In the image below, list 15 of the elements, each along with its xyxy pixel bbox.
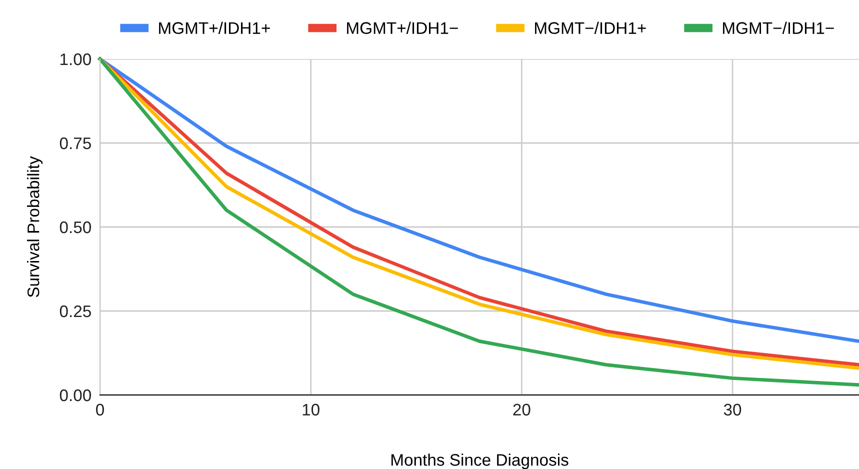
legend-label: MGMT+/IDH1− <box>347 22 458 34</box>
y-tick-label: 0.25 <box>60 305 91 318</box>
x-tick-label: 0 <box>96 404 104 416</box>
y-tick-label: 0.50 <box>60 221 92 234</box>
legend-label: MGMT−/IDH1− <box>723 22 834 34</box>
legend-label: MGMT+/IDH1+ <box>159 22 270 34</box>
y-axis-title: Survival Probability <box>27 156 43 298</box>
y-tick-label: 1.00 <box>60 53 92 66</box>
x-axis-title: Months Since Diagnosis <box>391 454 568 469</box>
x-tick-label: 20 <box>513 404 530 416</box>
y-tick-label: 0.00 <box>60 389 92 402</box>
y-tick-label: 0.75 <box>60 137 91 150</box>
x-tick-label: 30 <box>724 404 742 416</box>
x-tick-label: 10 <box>302 404 320 416</box>
legend-label: MGMT−/IDH1+ <box>535 22 646 34</box>
